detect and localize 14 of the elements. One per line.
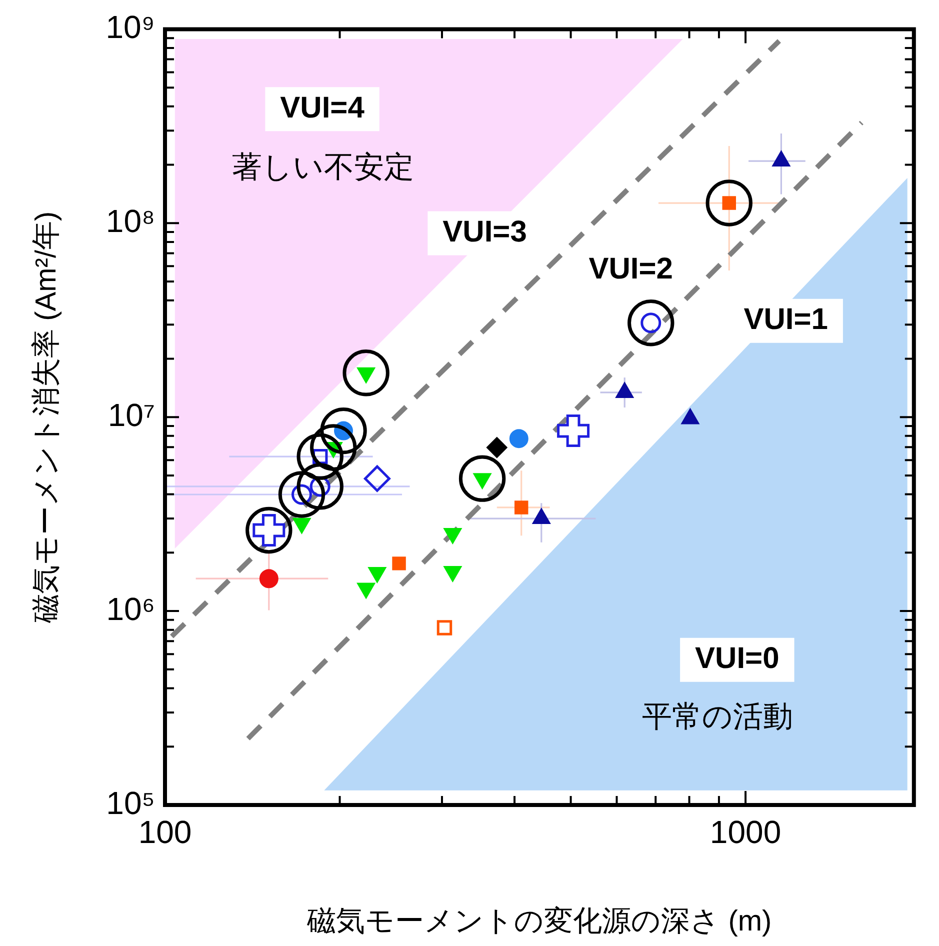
annotation: VUI=2 (588, 252, 673, 286)
x-tick-label: 1000 (710, 814, 782, 850)
annotation: 著しい不安定 (232, 151, 414, 184)
y-tick-label: 10⁶ (106, 590, 155, 627)
y-tick-label: 10⁷ (108, 396, 155, 433)
annotation: VUI=4 (280, 91, 365, 124)
annotation: VUI=1 (744, 303, 828, 336)
x-axis-title: 磁気モーメントの変化源の深さ (m) (306, 906, 772, 938)
y-tick-label: 10⁸ (106, 202, 155, 239)
y-tick-label: 10⁹ (106, 9, 155, 46)
y-axis-title: 磁気モーメント消失率 (Am²/年) (30, 211, 62, 624)
annotation: VUI=3 (442, 216, 527, 248)
annotation: VUI=0 (695, 642, 780, 676)
annotation: 平常の活動 (642, 700, 794, 734)
